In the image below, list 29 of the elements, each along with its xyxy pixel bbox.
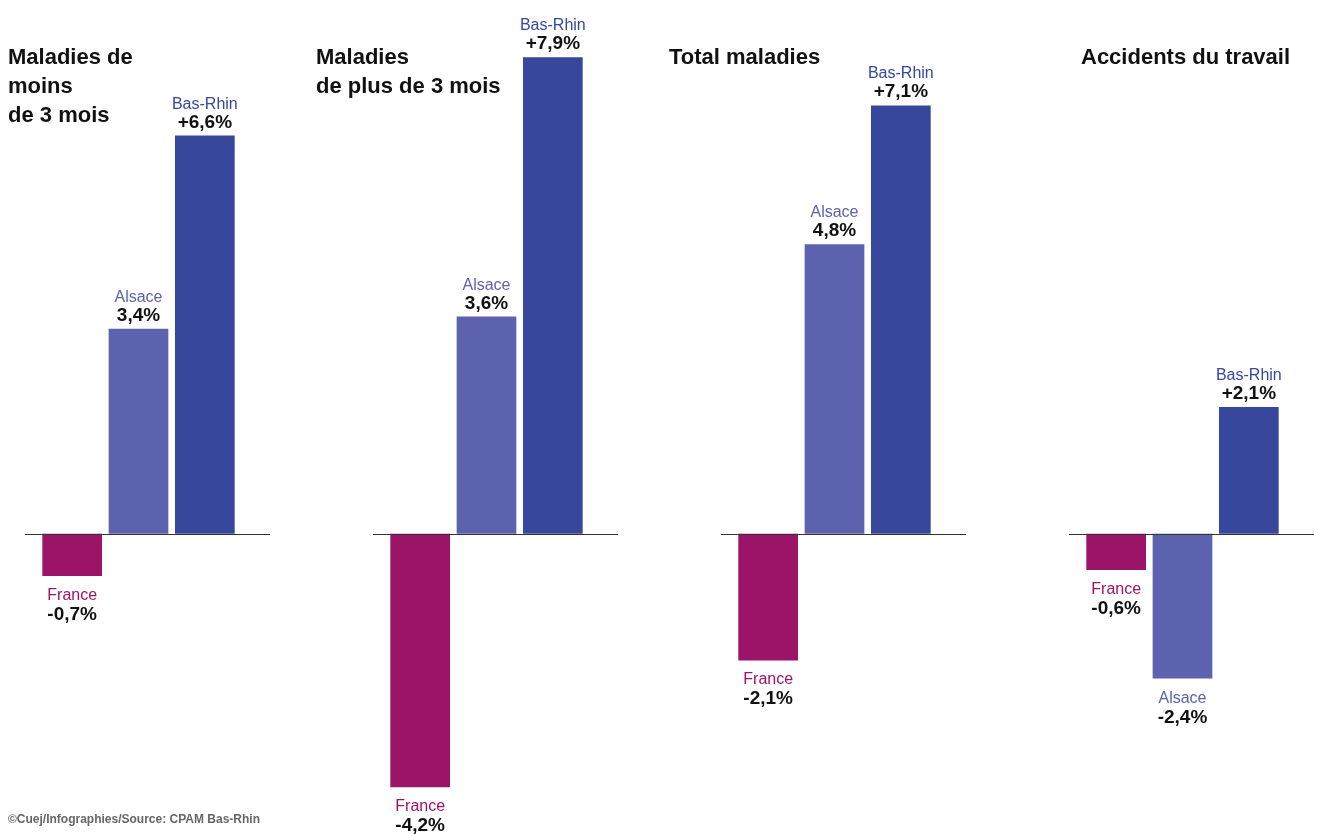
data-label: +7,9% (525, 32, 581, 54)
series-label: Alsace (1158, 688, 1207, 706)
series-label: Bas-Rhin (867, 64, 934, 82)
chart-title: Maladies de moins de 3 mois (8, 43, 133, 129)
series-label: France (1091, 579, 1142, 597)
text: ©Cuej/Infographies/Source: CPAM Bas-Rhin (8, 812, 260, 826)
series-label: Alsace (114, 287, 163, 305)
data-label: -2,1% (743, 687, 794, 709)
series-label: Bas-Rhin (1215, 366, 1282, 384)
data-label: 3,4% (116, 303, 161, 325)
series-label: Bas-Rhin (519, 16, 586, 34)
series-label: Bas-Rhin (171, 94, 238, 112)
data-label: -0,6% (1091, 596, 1142, 618)
chart-title: Maladies de plus de 3 mois (316, 43, 501, 100)
data-label: +2,1% (1221, 382, 1277, 404)
data-label: 4,8% (812, 219, 857, 241)
data-label: -0,7% (47, 602, 98, 624)
data-label: -4,2% (395, 814, 446, 834)
data-label: 3,6% (464, 291, 509, 313)
chart-title: Total maladies (669, 43, 821, 71)
chart-title: Accidents du travail (1081, 43, 1291, 71)
series-label: France (395, 797, 446, 815)
data-label: -2,4% (1157, 705, 1208, 727)
series-label: Alsace (462, 275, 511, 293)
series-label: France (47, 585, 98, 603)
series-label: France (743, 670, 794, 688)
data-label: +6,6% (177, 110, 233, 132)
series-label: Alsace (810, 203, 859, 221)
data-label: +7,1% (873, 80, 929, 102)
